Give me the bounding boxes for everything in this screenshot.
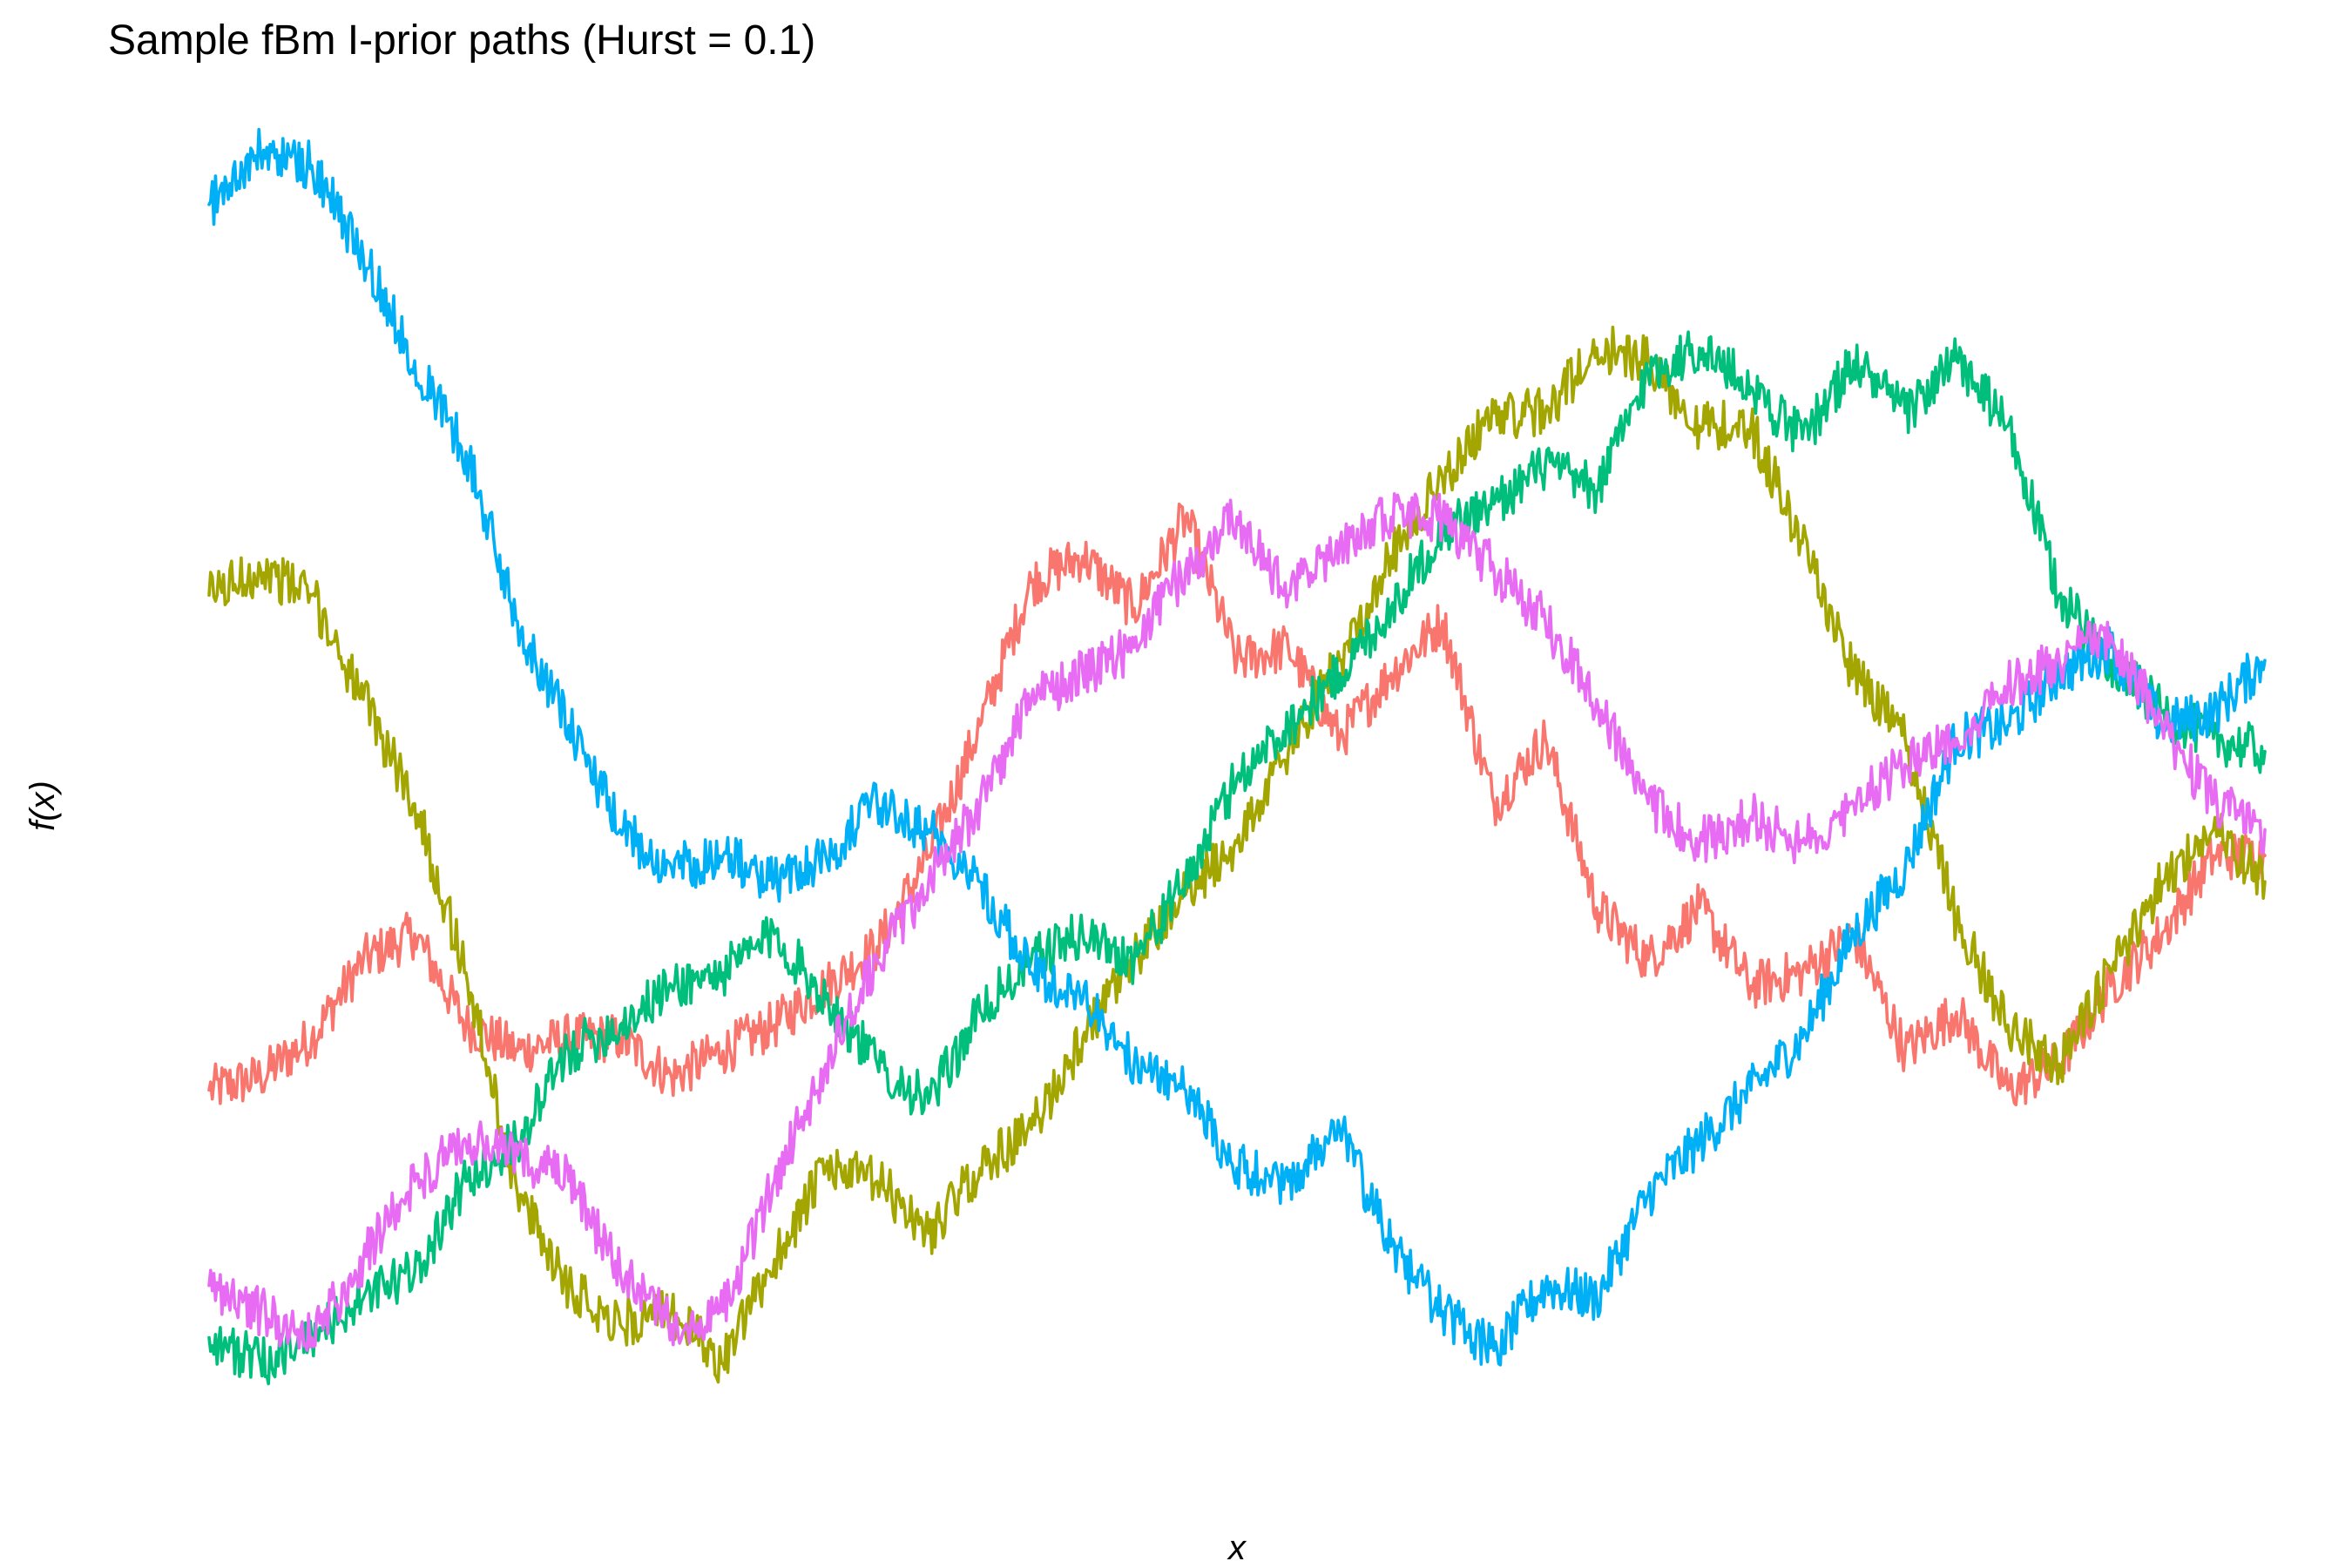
y-axis-label: f(x) [24, 781, 62, 831]
chart-title: Sample fBm I-prior paths (Hurst = 0.1) [108, 17, 815, 64]
plot-area [207, 127, 2267, 1386]
series-line-2 [207, 325, 2267, 1384]
series-line-4 [207, 127, 2267, 1367]
series-line-5 [207, 491, 2267, 1352]
x-axis-label: x [1227, 1529, 1247, 1567]
series-line-1 [207, 502, 2267, 1106]
series-line-3 [207, 330, 2267, 1386]
